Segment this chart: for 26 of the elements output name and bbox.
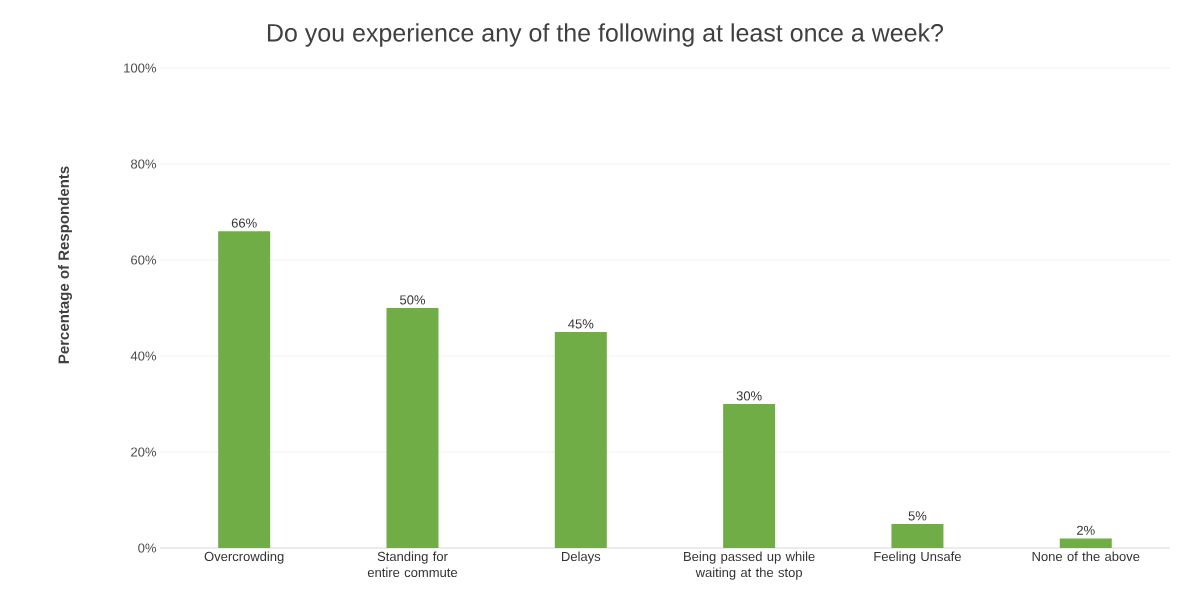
x-tick-label: Overcrowding — [204, 551, 284, 564]
data-label: 45% — [568, 319, 594, 329]
data-label: 66% — [231, 218, 257, 228]
x-tick-label: Feeling Unsafe — [874, 551, 961, 564]
data-label: 2% — [1077, 525, 1095, 535]
data-label: 30% — [736, 391, 762, 401]
data-label: 5% — [908, 511, 927, 521]
x-tick-label: Being passed up while waiting at the stop — [684, 551, 815, 580]
y-tick-label: 20% — [131, 447, 157, 457]
x-tick-label: Standing for entire commute — [367, 551, 458, 578]
y-tick-label: 60% — [131, 255, 157, 265]
data-label: 50% — [400, 295, 426, 305]
y-axis-title: Percentage of Respondents — [57, 166, 73, 364]
bar — [386, 307, 439, 548]
bar — [218, 231, 271, 548]
x-tick-label: Delays — [562, 551, 601, 564]
chart-title: Do you experience any of the following at least once a week? — [267, 23, 944, 47]
y-tick-label: 100% — [124, 63, 157, 73]
bar — [723, 403, 776, 548]
bar — [891, 523, 944, 548]
y-tick-label: 80% — [131, 159, 157, 169]
bar — [554, 331, 607, 548]
x-tick-label: None of the above — [1032, 551, 1140, 562]
y-tick-label: 0% — [138, 543, 157, 553]
bar — [1059, 538, 1112, 548]
y-tick-label: 40% — [130, 351, 157, 361]
